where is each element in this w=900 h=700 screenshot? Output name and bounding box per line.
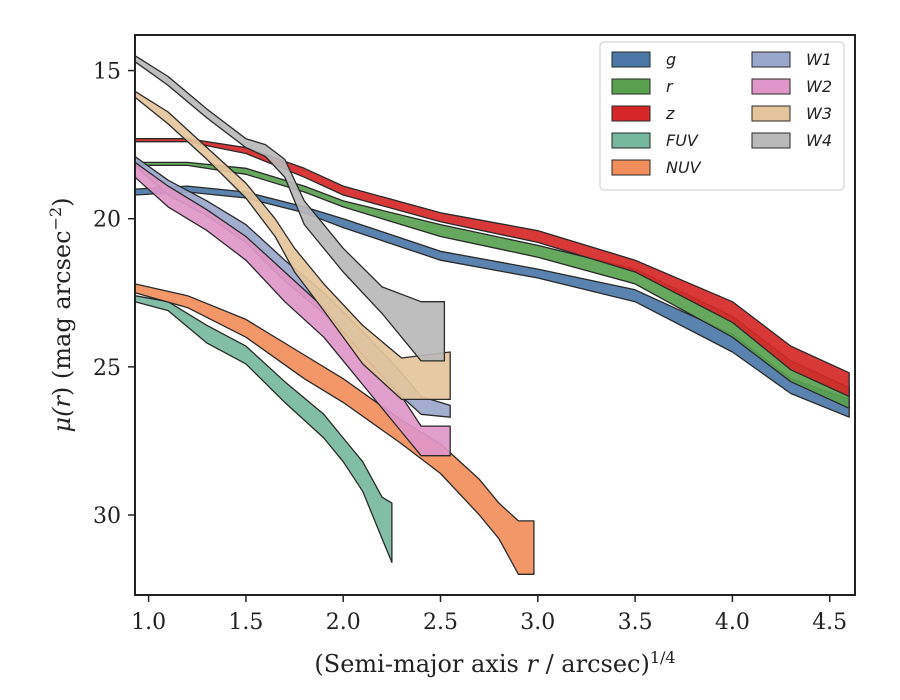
legend-label-g: g bbox=[666, 50, 676, 69]
x-axis: 1.0 1.5 2.0 2.5 3.0 3.5 4.0 4.5 bbox=[131, 595, 847, 635]
legend-swatch-fuv bbox=[611, 132, 651, 149]
legend-swatch-nuv bbox=[611, 159, 651, 176]
band-w3 bbox=[134, 90, 451, 401]
band-w2 bbox=[134, 161, 451, 457]
legend-label-w4: W4 bbox=[806, 131, 832, 150]
y-axis-title: μ(r) (mag arcsec−2) bbox=[46, 197, 77, 432]
x-tick-label: 2.5 bbox=[423, 610, 458, 635]
legend-swatch-w4 bbox=[751, 132, 791, 149]
band-nuv bbox=[134, 283, 535, 575]
legend-label-w1: W1 bbox=[806, 50, 832, 69]
y-tick-label: 20 bbox=[93, 208, 121, 233]
legend-swatch-w1 bbox=[751, 51, 791, 68]
y-axis: 15 20 25 30 bbox=[93, 60, 135, 529]
legend: grz FUV NUV W1 W2 W3 W4 bbox=[599, 41, 845, 191]
x-tick-label: 4.0 bbox=[715, 610, 750, 635]
y-tick-label: 30 bbox=[93, 504, 121, 529]
x-tick-label: 2.0 bbox=[326, 610, 361, 635]
legend-swatch-w3 bbox=[751, 105, 791, 122]
legend-label-fuv: FUV bbox=[666, 131, 699, 150]
x-tick-label: 1.0 bbox=[131, 610, 166, 635]
band-fuv bbox=[134, 295, 393, 564]
band-g bbox=[134, 185, 850, 418]
legend-swatch-g bbox=[611, 51, 651, 68]
band-w4 bbox=[134, 55, 446, 362]
legend-label-w3: W3 bbox=[806, 104, 832, 123]
plot-frame bbox=[134, 34, 856, 596]
y-tick-label: 25 bbox=[93, 356, 121, 381]
legend-label-r: r bbox=[666, 77, 674, 96]
legend-label-z: z bbox=[665, 104, 675, 123]
x-tick-label: 3.0 bbox=[520, 610, 555, 635]
x-tick-label: 3.5 bbox=[618, 610, 653, 635]
x-tick-label: 1.5 bbox=[228, 610, 263, 635]
x-axis-title: (Semi-major axis r / arcsec)1/4 bbox=[314, 648, 675, 679]
legend-swatch-z bbox=[611, 105, 651, 122]
legend-label-nuv: NUV bbox=[666, 158, 702, 177]
data-bands bbox=[134, 55, 850, 575]
band-r bbox=[134, 161, 850, 409]
x-tick-label: 4.5 bbox=[812, 610, 847, 635]
legend-swatch-r bbox=[611, 78, 651, 95]
y-tick-label: 15 bbox=[93, 60, 121, 85]
legend-label-w2: W2 bbox=[806, 77, 832, 96]
legend-swatch-w2 bbox=[751, 78, 791, 95]
